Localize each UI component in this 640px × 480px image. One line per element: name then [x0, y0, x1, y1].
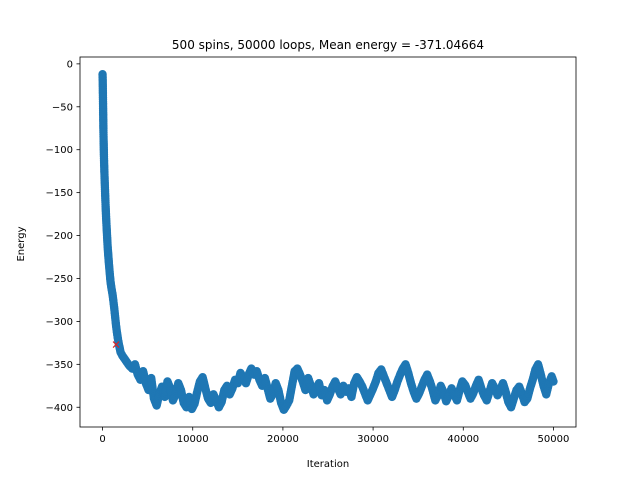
- y-tick-label: −400: [46, 403, 73, 414]
- x-tick-label: 40000: [447, 434, 479, 445]
- y-tick-label: −50: [52, 102, 73, 113]
- data-point: [549, 377, 558, 386]
- axes-frame: [79, 56, 577, 428]
- x-axis-title: Iteration: [307, 459, 349, 470]
- y-axis-title: Energy: [16, 226, 27, 261]
- y-tick-label: −200: [46, 231, 73, 242]
- x-tick-label: 0: [99, 434, 105, 445]
- y-tick-label: −150: [46, 188, 73, 199]
- x-tick-label: 30000: [357, 434, 389, 445]
- red-x-stroke: [112, 341, 120, 349]
- y-tick-label: −100: [46, 145, 73, 156]
- red-x-marker: [112, 341, 120, 349]
- x-tick-label: 10000: [177, 434, 209, 445]
- x-tick-label: 20000: [267, 434, 299, 445]
- series-layer: [98, 69, 558, 415]
- axes-layer: 0 10000 20000 30000 40000 50000 0 −50 −100 −150 −2…: [46, 56, 577, 445]
- plot-area: [98, 69, 558, 415]
- y-tick-label: −350: [46, 360, 73, 371]
- x-tick-label: 50000: [538, 434, 570, 445]
- y-tick-label: −300: [46, 317, 73, 328]
- y-tick-label: 0: [67, 59, 73, 70]
- y-tick-label: −250: [46, 274, 73, 285]
- chart-title: 500 spins, 50000 loops, Mean energy = -3…: [172, 38, 484, 52]
